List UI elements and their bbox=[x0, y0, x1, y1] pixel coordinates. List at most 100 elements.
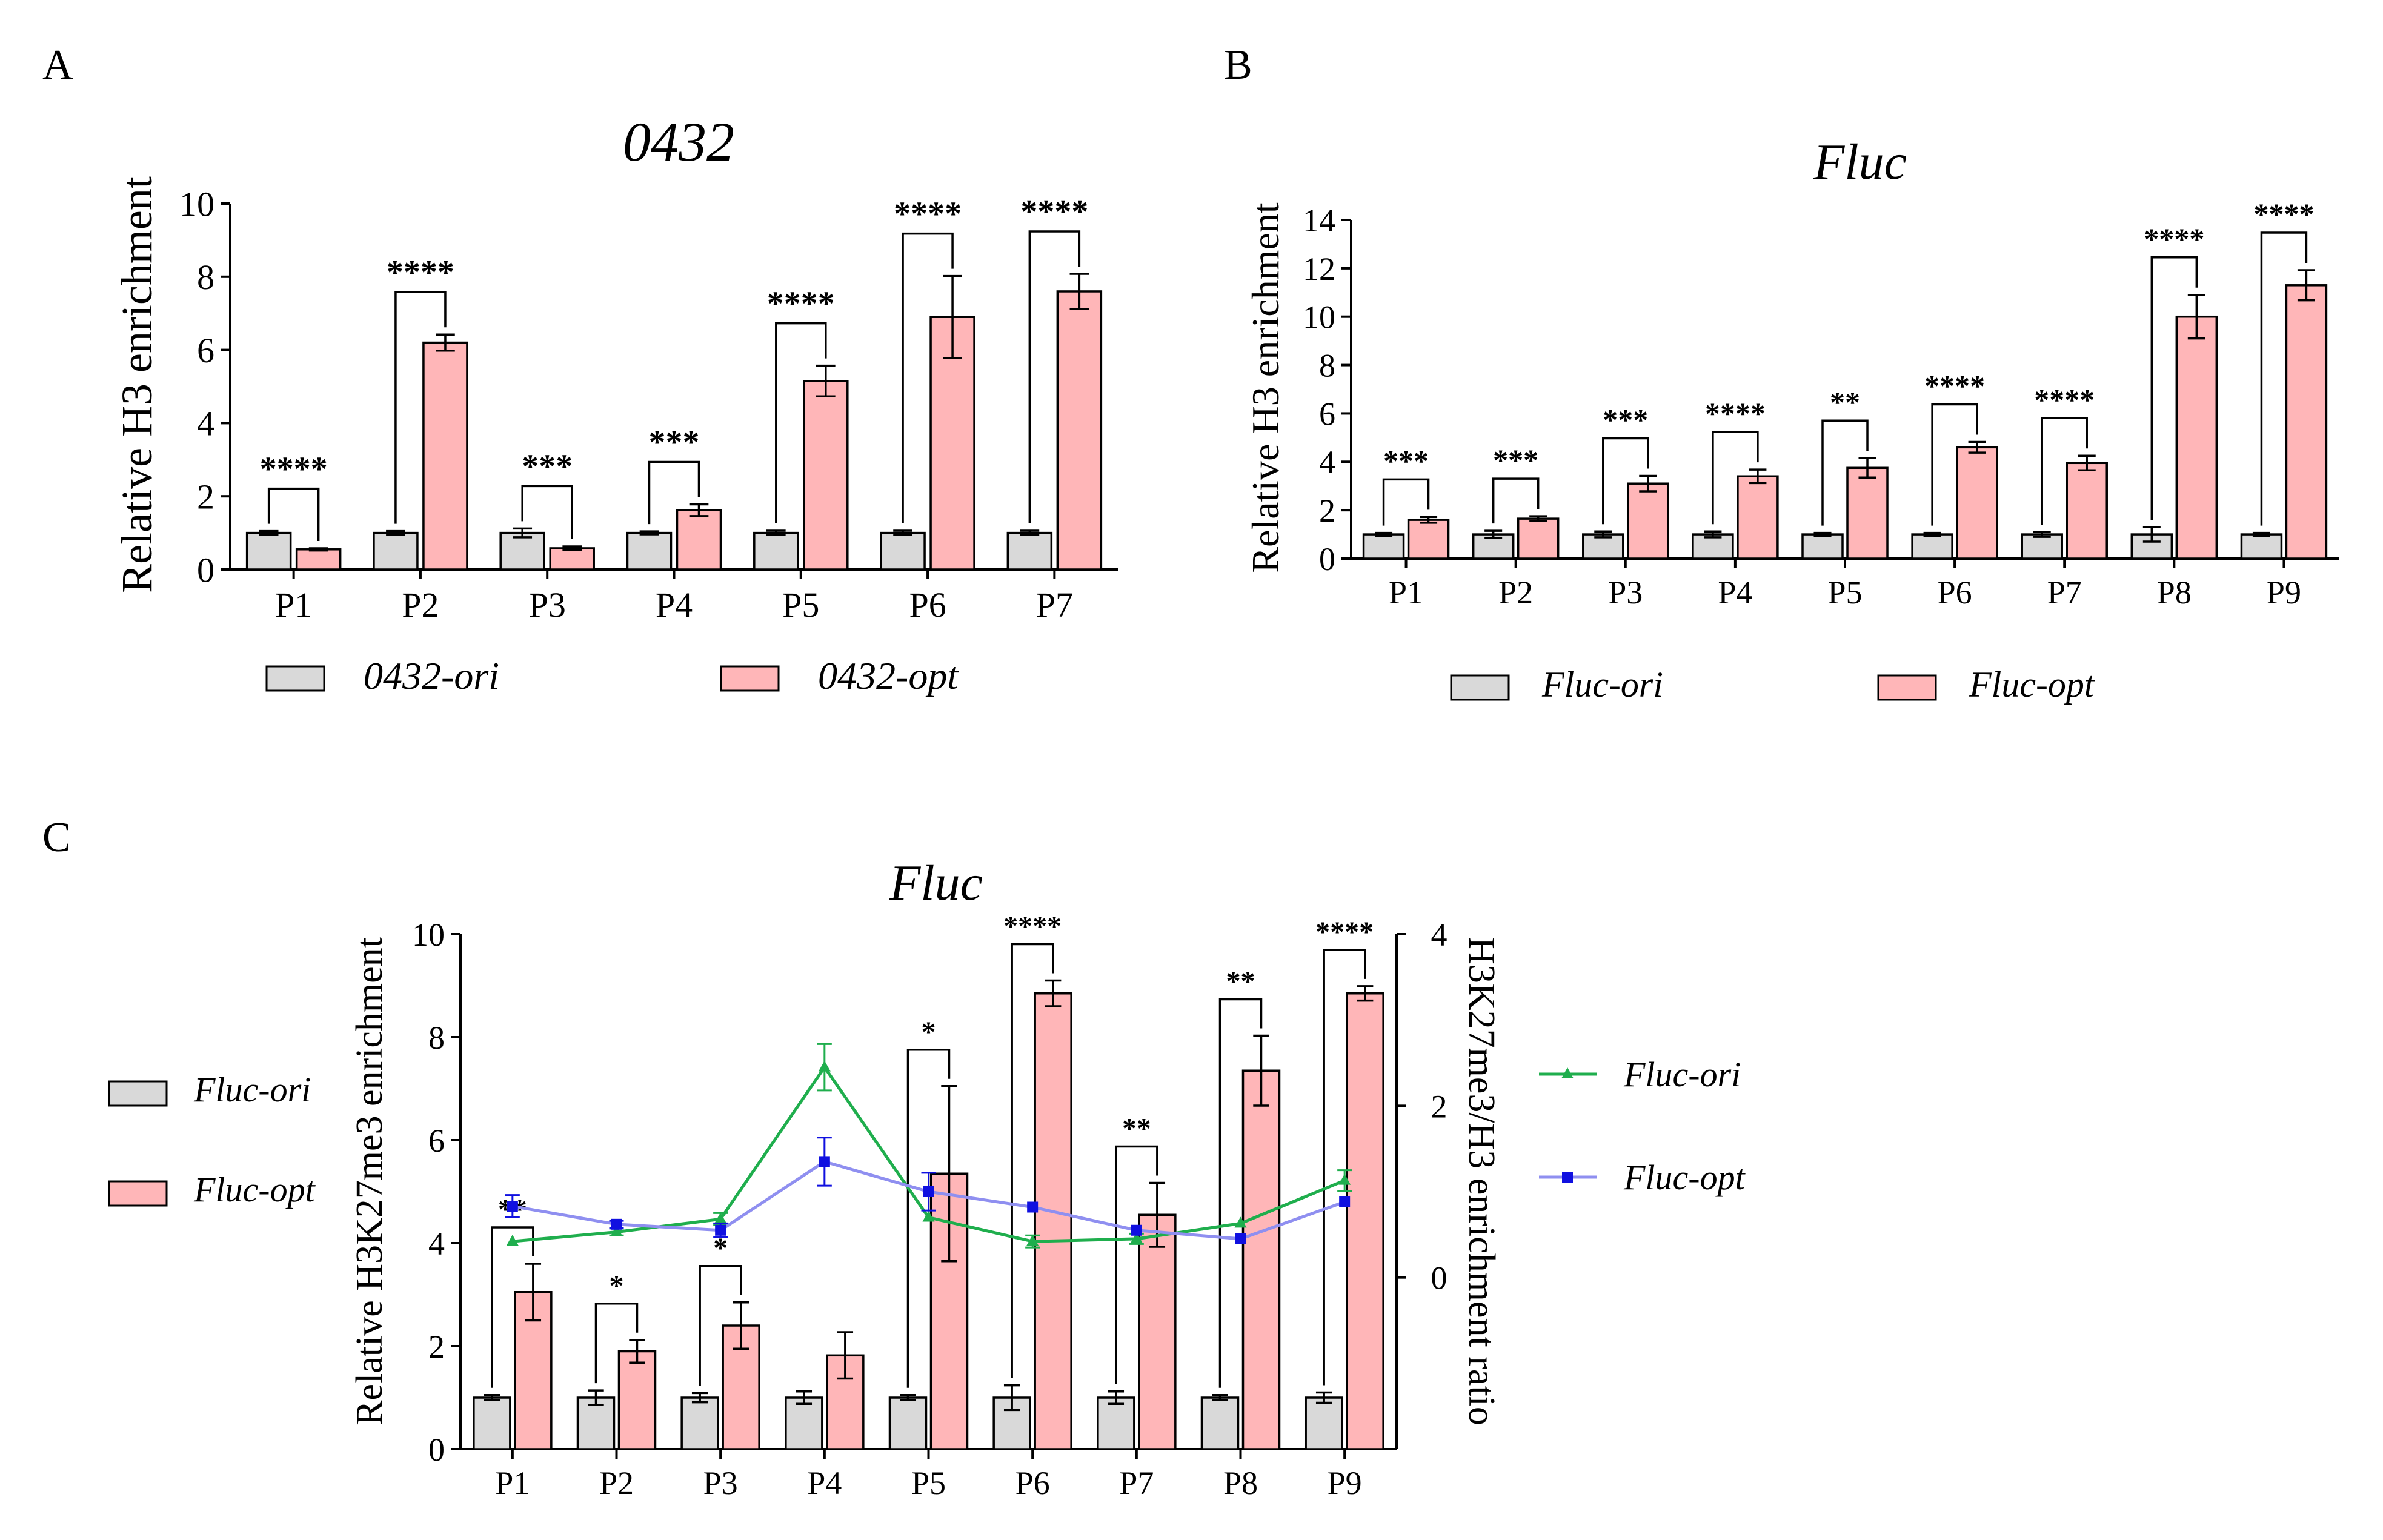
bar-ori bbox=[2021, 533, 2063, 560]
x-tick-label: P8 bbox=[2157, 574, 2192, 611]
x-tick-label: P4 bbox=[807, 1465, 842, 1501]
x-tick-label: P1 bbox=[495, 1465, 530, 1501]
panel-c-line-legend: Fluc-ori Fluc-opt bbox=[1539, 1055, 1746, 1197]
x-tick-label: P3 bbox=[1608, 574, 1643, 611]
y-tick-label: 2 bbox=[197, 477, 214, 517]
panel-label-b: B bbox=[1224, 42, 1252, 88]
significance-label: *** bbox=[522, 448, 573, 485]
y2-tick-label: 0 bbox=[1431, 1260, 1447, 1296]
significance-bracket bbox=[594, 1303, 639, 1384]
bar-opt bbox=[2175, 315, 2218, 560]
panel-b: Fluc Relative H3 enrichment 0 2 4 6 8 10 12 14 P… bbox=[1244, 134, 2339, 705]
bar-ori bbox=[1006, 531, 1053, 571]
x-tick-label: P4 bbox=[1718, 574, 1752, 611]
line-point-ori bbox=[818, 1060, 831, 1072]
bar-opt bbox=[422, 341, 468, 571]
bar-opt bbox=[1138, 1213, 1177, 1450]
significance-label: **** bbox=[260, 451, 328, 488]
y-tick-label: 0 bbox=[1319, 541, 1335, 577]
bar-ori bbox=[1801, 533, 1844, 560]
x-tick-label: P6 bbox=[1015, 1465, 1050, 1501]
panel-c-title: Fluc bbox=[889, 855, 983, 911]
line-point-ori bbox=[922, 1210, 935, 1222]
significance-label: **** bbox=[1705, 396, 1766, 430]
significance-label: **** bbox=[1924, 369, 1985, 403]
legend-label-opt: Fluc-opt bbox=[193, 1170, 316, 1209]
panel-c: Fluc Relative H3K27me3 enrichment H3K27m… bbox=[108, 855, 1746, 1501]
significance-bracket bbox=[648, 460, 700, 525]
bar-ori bbox=[1097, 1396, 1135, 1450]
panel-a-legend: 0432-ori 0432-opt bbox=[265, 654, 959, 697]
significance-bracket bbox=[1931, 403, 1978, 526]
panel-b-legend: Fluc-ori Fluc-opt bbox=[1450, 665, 2095, 705]
significance-label: **** bbox=[1020, 193, 1088, 231]
significance-bracket bbox=[775, 322, 827, 523]
significance-bracket bbox=[1602, 437, 1649, 525]
significance-bracket bbox=[267, 487, 320, 541]
significance-bracket bbox=[1115, 1145, 1158, 1384]
bar-ori bbox=[473, 1396, 511, 1450]
significance-label: *** bbox=[1383, 443, 1429, 477]
y2-tick-label: 4 bbox=[1431, 917, 1447, 953]
bar-ori bbox=[1305, 1396, 1343, 1450]
bar-opt bbox=[1846, 466, 1889, 560]
x-tick-label: P7 bbox=[2047, 574, 2082, 611]
significance-bracket bbox=[2041, 417, 2088, 525]
bar-opt bbox=[1346, 992, 1384, 1450]
bar-opt bbox=[1056, 290, 1103, 571]
significance-label: * bbox=[922, 1016, 936, 1048]
legend-label-ori: Fluc-ori bbox=[193, 1070, 311, 1109]
y-tick-label: 10 bbox=[179, 184, 214, 224]
x-tick-label: P9 bbox=[2267, 574, 2301, 611]
line-point-ori bbox=[1338, 1173, 1351, 1185]
bar-ori bbox=[373, 531, 419, 571]
significance-label: * bbox=[610, 1270, 624, 1302]
y-tick-label: 14 bbox=[1303, 202, 1335, 239]
x-tick-label: P3 bbox=[703, 1465, 738, 1501]
significance-bracket bbox=[394, 291, 447, 524]
bar-opt bbox=[1241, 1069, 1281, 1450]
bar-opt bbox=[676, 509, 722, 571]
y-tick-label: 8 bbox=[1319, 347, 1335, 383]
significance-bracket bbox=[1323, 949, 1366, 1386]
line-point-opt bbox=[1131, 1224, 1142, 1236]
panel-c-ylabel: Relative H3K27me3 enrichment bbox=[349, 937, 390, 1425]
legend-label-opt: 0432-opt bbox=[818, 654, 959, 697]
y-tick-label: 2 bbox=[1319, 493, 1335, 529]
bar-ori bbox=[245, 531, 292, 571]
bar-ori bbox=[576, 1396, 616, 1450]
significance-label: ** bbox=[1830, 385, 1860, 419]
significance-bracket bbox=[1821, 419, 1869, 526]
line-point-ori bbox=[610, 1225, 623, 1236]
line-point-ori bbox=[1026, 1235, 1039, 1246]
bar-opt bbox=[1627, 482, 1669, 560]
legend-marker-opt bbox=[1562, 1172, 1573, 1183]
significance-bracket bbox=[2150, 256, 2198, 520]
bar-opt bbox=[295, 548, 342, 571]
x-tick-label: P7 bbox=[1036, 585, 1073, 625]
bar-ori bbox=[753, 531, 799, 571]
panel-b-title: Fluc bbox=[1813, 134, 1907, 190]
bar-opt bbox=[1407, 519, 1450, 560]
significance-label: **** bbox=[1003, 911, 1062, 943]
legend-line-label-ori: Fluc-ori bbox=[1623, 1055, 1741, 1094]
y2-tick-label: 2 bbox=[1431, 1088, 1447, 1124]
significance-label: *** bbox=[649, 423, 700, 461]
y-tick-label: 4 bbox=[197, 404, 214, 443]
x-tick-label: P5 bbox=[911, 1465, 946, 1501]
bar-ori bbox=[680, 1396, 719, 1450]
bar-ori bbox=[1362, 533, 1405, 560]
significance-label: **** bbox=[767, 285, 835, 323]
x-tick-label: P6 bbox=[1938, 574, 1972, 611]
line-point-ori bbox=[714, 1212, 727, 1224]
bar-opt bbox=[1737, 475, 1779, 560]
x-tick-label: P3 bbox=[529, 585, 566, 625]
bar-opt bbox=[1956, 446, 1998, 560]
y-tick-label: 4 bbox=[428, 1226, 445, 1262]
y-tick-label: 8 bbox=[197, 257, 214, 297]
significance-bracket bbox=[902, 232, 954, 523]
legend-swatch-opt bbox=[108, 1180, 168, 1207]
legend-swatch-opt bbox=[1877, 674, 1937, 701]
legend-label-opt: Fluc-opt bbox=[1969, 665, 2095, 705]
